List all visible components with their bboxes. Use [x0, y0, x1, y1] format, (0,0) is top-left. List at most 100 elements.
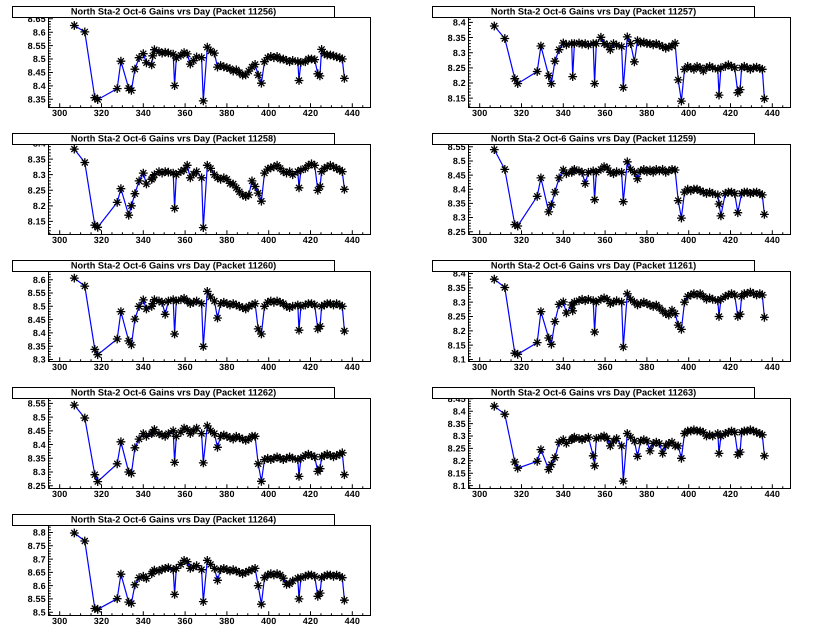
svg-text:North Sta-2 Oct-6 Gains vrs Da: North Sta-2 Oct-6 Gains vrs Day (Packet … — [71, 514, 276, 524]
svg-text:320: 320 — [94, 616, 109, 626]
svg-text:300: 300 — [472, 489, 487, 499]
svg-text:8.6: 8.6 — [33, 581, 46, 591]
svg-text:440: 440 — [765, 362, 780, 372]
svg-text:380: 380 — [639, 235, 654, 245]
svg-text:8.2: 8.2 — [33, 201, 46, 211]
svg-text:8.55: 8.55 — [28, 594, 46, 604]
svg-text:380: 380 — [219, 616, 234, 626]
svg-text:8.15: 8.15 — [28, 217, 46, 227]
svg-text:440: 440 — [345, 616, 360, 626]
svg-text:8.3: 8.3 — [453, 213, 466, 223]
svg-text:North Sta-2 Oct-6 Gains vrs Da: North Sta-2 Oct-6 Gains vrs Day (Packet … — [71, 260, 276, 270]
svg-text:380: 380 — [639, 489, 654, 499]
svg-text:300: 300 — [52, 489, 67, 499]
svg-text:300: 300 — [472, 108, 487, 118]
svg-text:8.45: 8.45 — [28, 68, 46, 78]
svg-text:North Sta-2 Oct-6 Gains vrs Da: North Sta-2 Oct-6 Gains vrs Day (Packet … — [491, 260, 696, 270]
svg-text:320: 320 — [94, 235, 109, 245]
svg-text:300: 300 — [52, 616, 67, 626]
svg-text:300: 300 — [52, 235, 67, 245]
svg-text:8.5: 8.5 — [453, 156, 466, 166]
svg-text:440: 440 — [765, 489, 780, 499]
svg-text:8.35: 8.35 — [28, 341, 46, 351]
svg-text:8.5: 8.5 — [33, 412, 46, 422]
svg-text:320: 320 — [514, 489, 529, 499]
svg-text:360: 360 — [597, 362, 612, 372]
svg-text:380: 380 — [639, 362, 654, 372]
svg-text:8.55: 8.55 — [28, 41, 46, 51]
svg-text:340: 340 — [556, 108, 571, 118]
svg-text:8.4: 8.4 — [453, 406, 466, 416]
svg-text:320: 320 — [94, 489, 109, 499]
svg-text:360: 360 — [177, 108, 192, 118]
svg-text:North Sta-2 Oct-6 Gains vrs Da: North Sta-2 Oct-6 Gains vrs Day (Packet … — [491, 6, 696, 16]
svg-text:340: 340 — [556, 489, 571, 499]
svg-text:8.45: 8.45 — [28, 315, 46, 325]
svg-text:8.6: 8.6 — [33, 27, 46, 37]
svg-text:440: 440 — [345, 489, 360, 499]
svg-text:8.25: 8.25 — [448, 312, 466, 322]
svg-text:380: 380 — [219, 235, 234, 245]
svg-text:380: 380 — [219, 489, 234, 499]
svg-text:360: 360 — [597, 489, 612, 499]
svg-text:8.3: 8.3 — [453, 297, 466, 307]
svg-text:North Sta-2 Oct-6 Gains vrs Da: North Sta-2 Oct-6 Gains vrs Day (Packet … — [71, 133, 276, 143]
svg-text:360: 360 — [177, 489, 192, 499]
svg-text:8.5: 8.5 — [33, 607, 46, 617]
svg-text:8.4: 8.4 — [33, 328, 46, 338]
svg-text:400: 400 — [261, 489, 276, 499]
svg-text:400: 400 — [681, 108, 696, 118]
svg-text:420: 420 — [723, 362, 738, 372]
svg-text:8.4: 8.4 — [453, 269, 466, 279]
svg-text:8.1: 8.1 — [453, 481, 466, 491]
svg-text:8.35: 8.35 — [28, 154, 46, 164]
svg-text:8.5: 8.5 — [33, 302, 46, 312]
svg-text:8.5: 8.5 — [33, 54, 46, 64]
svg-text:8.25: 8.25 — [448, 63, 466, 73]
svg-text:400: 400 — [681, 489, 696, 499]
svg-text:360: 360 — [177, 616, 192, 626]
svg-text:8.2: 8.2 — [453, 326, 466, 336]
svg-text:8.25: 8.25 — [448, 444, 466, 454]
svg-text:360: 360 — [597, 108, 612, 118]
svg-text:8.15: 8.15 — [448, 468, 466, 478]
svg-text:8.35: 8.35 — [28, 95, 46, 105]
svg-text:440: 440 — [765, 108, 780, 118]
svg-text:400: 400 — [261, 235, 276, 245]
svg-text:8.25: 8.25 — [28, 186, 46, 196]
svg-text:8.8: 8.8 — [33, 528, 46, 538]
svg-text:360: 360 — [597, 235, 612, 245]
svg-text:400: 400 — [681, 235, 696, 245]
svg-text:300: 300 — [52, 108, 67, 118]
svg-text:8.4: 8.4 — [33, 440, 46, 450]
svg-text:380: 380 — [219, 108, 234, 118]
svg-text:8.45: 8.45 — [448, 170, 466, 180]
svg-text:380: 380 — [219, 362, 234, 372]
svg-text:420: 420 — [303, 108, 318, 118]
svg-text:360: 360 — [177, 362, 192, 372]
svg-text:8.2: 8.2 — [453, 78, 466, 88]
svg-text:8.4: 8.4 — [453, 18, 466, 28]
svg-text:8.35: 8.35 — [448, 33, 466, 43]
svg-text:320: 320 — [514, 235, 529, 245]
svg-text:400: 400 — [261, 362, 276, 372]
svg-text:8.2: 8.2 — [453, 456, 466, 466]
svg-text:420: 420 — [723, 235, 738, 245]
svg-text:440: 440 — [765, 235, 780, 245]
svg-text:300: 300 — [472, 362, 487, 372]
svg-text:8.15: 8.15 — [448, 340, 466, 350]
svg-text:North Sta-2 Oct-6 Gains vrs Da: North Sta-2 Oct-6 Gains vrs Day (Packet … — [71, 387, 276, 397]
svg-text:440: 440 — [345, 108, 360, 118]
svg-text:North Sta-2 Oct-6 Gains vrs Da: North Sta-2 Oct-6 Gains vrs Day (Packet … — [71, 6, 276, 16]
svg-text:440: 440 — [345, 235, 360, 245]
svg-text:8.35: 8.35 — [28, 454, 46, 464]
svg-text:8.55: 8.55 — [28, 288, 46, 298]
svg-text:8.45: 8.45 — [28, 426, 46, 436]
svg-text:420: 420 — [723, 108, 738, 118]
svg-text:340: 340 — [136, 108, 151, 118]
svg-text:400: 400 — [681, 362, 696, 372]
svg-text:North Sta-2 Oct-6 Gains vrs Da: North Sta-2 Oct-6 Gains vrs Day (Packet … — [491, 387, 696, 397]
svg-text:8.1: 8.1 — [453, 355, 466, 365]
svg-text:8.35: 8.35 — [448, 283, 466, 293]
svg-text:440: 440 — [345, 362, 360, 372]
